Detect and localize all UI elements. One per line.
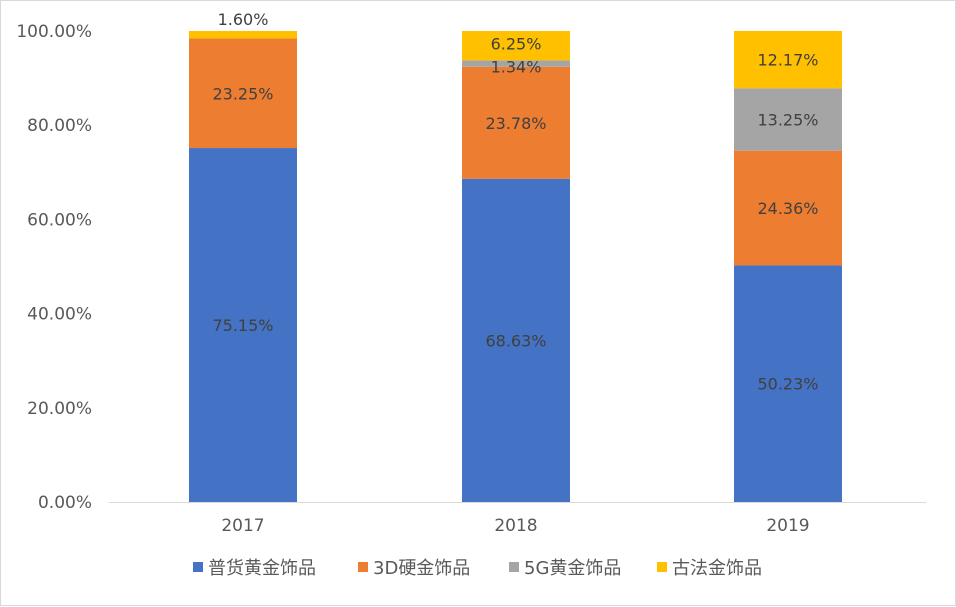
bar-segment (734, 265, 842, 502)
data-label: 50.23% (757, 375, 818, 394)
data-label: 23.78% (485, 114, 546, 133)
bar-segment (462, 66, 570, 179)
y-tick-label: 60.00% (27, 210, 92, 230)
data-label: 12.17% (757, 51, 818, 70)
legend-swatch (657, 562, 667, 572)
bar-segment (734, 30, 842, 89)
data-label: 1.34% (491, 58, 542, 77)
y-tick-label: 20.00% (27, 399, 92, 419)
legend-swatch (193, 562, 203, 572)
legend-swatch (509, 562, 519, 572)
data-label: 75.15% (212, 316, 273, 335)
bar-segment (189, 148, 297, 502)
bar-segment (734, 88, 842, 151)
legend-label: 3D硬金饰品 (373, 558, 470, 579)
bar-segment (189, 38, 297, 149)
legend-label: 5G黄金饰品 (524, 558, 621, 579)
bar-segment (462, 60, 570, 67)
y-tick-label: 80.00% (27, 116, 92, 136)
data-label: 24.36% (757, 199, 818, 218)
bar-segment (189, 31, 297, 39)
x-tick-label: 2017 (221, 516, 264, 536)
data-label: 68.63% (485, 331, 546, 350)
data-label: 6.25% (491, 35, 542, 54)
x-tick-label: 2018 (494, 516, 537, 536)
y-tick-label: 100.00% (16, 22, 92, 42)
y-tick-label: 0.00% (38, 493, 92, 513)
y-tick-label: 40.00% (27, 305, 92, 325)
x-tick-label: 2019 (766, 516, 809, 536)
bar-segment (462, 178, 570, 503)
data-label: 13.25% (757, 110, 818, 129)
legend-label: 古法金饰品 (672, 558, 762, 579)
bar-segment (734, 150, 842, 266)
data-label: 1.60% (218, 10, 269, 29)
legend-swatch (358, 562, 368, 572)
data-label: 23.25% (212, 84, 273, 103)
legend-label: 普货黄金饰品 (208, 558, 316, 579)
bar-segment (462, 31, 570, 61)
